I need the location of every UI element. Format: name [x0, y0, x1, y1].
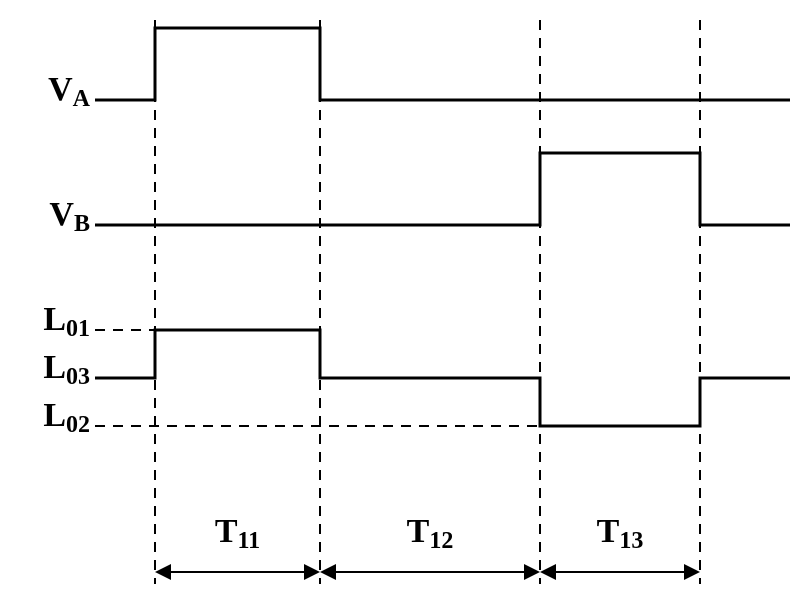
interval-T12-label: T12	[407, 513, 454, 554]
signal-VA	[95, 28, 790, 100]
label-L02: L02	[43, 397, 90, 438]
interval-T13-label: T13	[597, 513, 644, 554]
label-VA: VA	[48, 71, 91, 112]
interval-T11-label: T11	[215, 513, 260, 554]
label-VB: VB	[49, 196, 90, 237]
label-L01: L01	[43, 301, 90, 342]
timing-diagram: VA VB L01 L03 L02 T11 T12 T13	[0, 0, 800, 602]
signal-L03	[95, 330, 790, 426]
signal-VB	[95, 153, 790, 225]
label-L03: L03	[43, 349, 90, 390]
